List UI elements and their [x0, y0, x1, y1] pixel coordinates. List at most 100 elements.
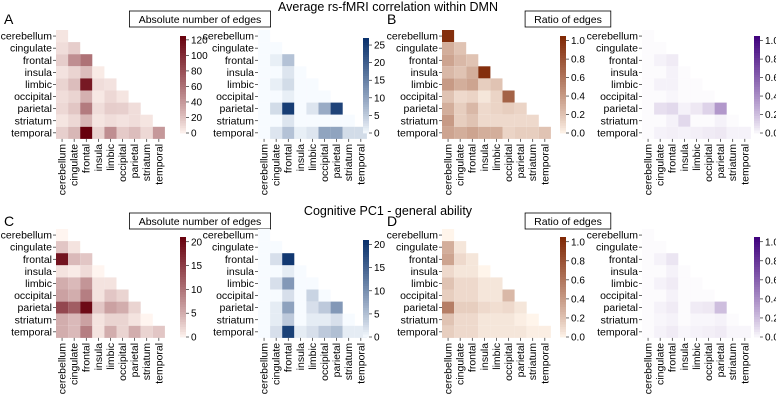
colorbar-segment	[754, 252, 760, 255]
x-tick-label: limbic	[105, 343, 117, 370]
heatmap-cell	[68, 42, 81, 55]
colorbar: 0.0 0.2 0.4 0.6 0.8 1.0	[560, 36, 585, 140]
colorbar-tick-label: 10	[374, 286, 386, 297]
heatmap-cell	[68, 66, 81, 79]
heatmap-cell	[490, 114, 503, 127]
y-tick-label: temporal	[213, 326, 254, 338]
heatmap-cell	[454, 301, 467, 314]
x-tick-label: limbic	[105, 144, 117, 171]
y-tick-label: cerebellum	[203, 31, 255, 43]
heatmap-cell	[270, 114, 283, 127]
y-tick-label: limbic	[611, 278, 638, 290]
heatmap-cell	[666, 102, 679, 115]
heatmap-cell	[726, 126, 739, 139]
colorbar: 0 5 10 15 20	[180, 237, 203, 344]
heatmap-cell	[80, 54, 93, 67]
colorbar-segment	[363, 259, 369, 263]
colorbar-segment	[560, 116, 566, 119]
heatmap-cell	[454, 42, 467, 55]
heatmap-cell	[282, 265, 295, 278]
x-tick-label: limbic	[491, 144, 503, 171]
colorbar-segment	[363, 283, 369, 287]
colorbar-segment	[363, 300, 369, 304]
colorbar-tick-label: 1.0	[765, 36, 776, 47]
heatmap-panel-a-right: cerebellumcingulatefrontalinsulalimbicoc…	[203, 30, 386, 195]
heatmap-cell	[690, 325, 703, 338]
heatmap-cell	[104, 313, 117, 326]
heatmap-cell	[56, 42, 69, 55]
y-tick-label: insula	[411, 67, 439, 79]
y-tick-label: cingulate	[10, 242, 52, 254]
x-tick-label: striatum	[527, 343, 539, 381]
colorbar-segment	[180, 43, 186, 47]
colorbar-segment	[180, 287, 186, 290]
colorbar-tick-label: 10	[191, 285, 203, 296]
colorbar-segment	[180, 96, 186, 100]
heatmap-cell	[490, 78, 503, 91]
colorbar-segment	[363, 68, 369, 72]
x-tick-label: frontal	[283, 144, 295, 173]
heatmap-cell	[690, 102, 703, 115]
x-tick-label: temporal	[355, 343, 367, 384]
heatmap-cell	[56, 114, 69, 127]
colorbar-segment	[754, 84, 760, 88]
colorbar-segment	[754, 67, 760, 71]
x-tick-label: cerebellum	[259, 343, 271, 395]
colorbar-tick-label: 15	[374, 76, 386, 87]
heatmap-cell	[726, 313, 739, 326]
heatmap-cell	[654, 66, 667, 79]
heatmap-cell	[526, 313, 539, 326]
colorbar-segment	[363, 295, 369, 299]
colorbar-segment	[180, 247, 186, 250]
colorbar-segment	[560, 257, 566, 260]
heatmap-cell	[538, 325, 551, 338]
heatmap-cell	[466, 277, 479, 290]
colorbar-segment	[560, 277, 566, 280]
y-tick-label: occipital	[216, 91, 254, 103]
heatmap-cell	[702, 114, 715, 127]
heatmap-cell	[466, 253, 479, 266]
heatmap-cell	[104, 78, 117, 91]
panel-boxed-title-text: Ratio of edges	[534, 14, 602, 26]
heatmap-cell	[466, 265, 479, 278]
heatmap-cell	[678, 265, 691, 278]
heatmap-cell	[68, 126, 81, 139]
heatmap-cell	[92, 102, 105, 115]
heatmap-cell	[502, 301, 515, 314]
heatmap-cell	[306, 126, 319, 139]
y-tick-label: occipital	[14, 290, 52, 302]
heatmap-cell	[282, 289, 295, 302]
heatmap-cell	[318, 289, 331, 302]
colorbar-segment	[754, 103, 760, 107]
heatmap-cell	[666, 54, 679, 67]
colorbar-segment	[560, 289, 566, 293]
heatmap-cell	[56, 78, 69, 91]
colorbar-segment	[363, 49, 369, 53]
heatmap-cell	[294, 102, 307, 115]
heatmap-panel-c: cerebellumcingulatefrontalinsulalimbicoc…	[1, 212, 271, 394]
colorbar-segment	[180, 82, 186, 85]
heatmap-cell	[270, 102, 283, 115]
colorbar-segment	[754, 254, 760, 258]
colorbar-tick-label: 0	[191, 333, 197, 344]
heatmap-cell	[56, 325, 69, 338]
colorbar-segment	[560, 101, 566, 105]
colorbar-segment	[560, 239, 566, 243]
heatmap-cell	[666, 325, 679, 338]
colorbar-segment	[180, 111, 186, 114]
heatmap-cell	[478, 102, 491, 115]
heatmap-cell	[116, 114, 129, 127]
heatmap-cell	[490, 289, 503, 302]
colorbar-segment	[754, 329, 760, 333]
colorbar-segment	[754, 108, 760, 112]
colorbar-segment	[560, 312, 566, 315]
heatmap-cell	[318, 102, 331, 115]
colorbar: 0.0 0.2 0.4 0.6 0.8 1.0	[560, 237, 585, 344]
colorbar-segment	[754, 269, 760, 273]
y-tick-label: temporal	[213, 127, 254, 139]
colorbar-segment	[754, 96, 760, 100]
colorbar-tick-label: 10	[374, 93, 386, 104]
heatmap-cell	[56, 30, 69, 43]
colorbar-segment	[754, 319, 760, 323]
heatmap-cell	[270, 313, 283, 326]
